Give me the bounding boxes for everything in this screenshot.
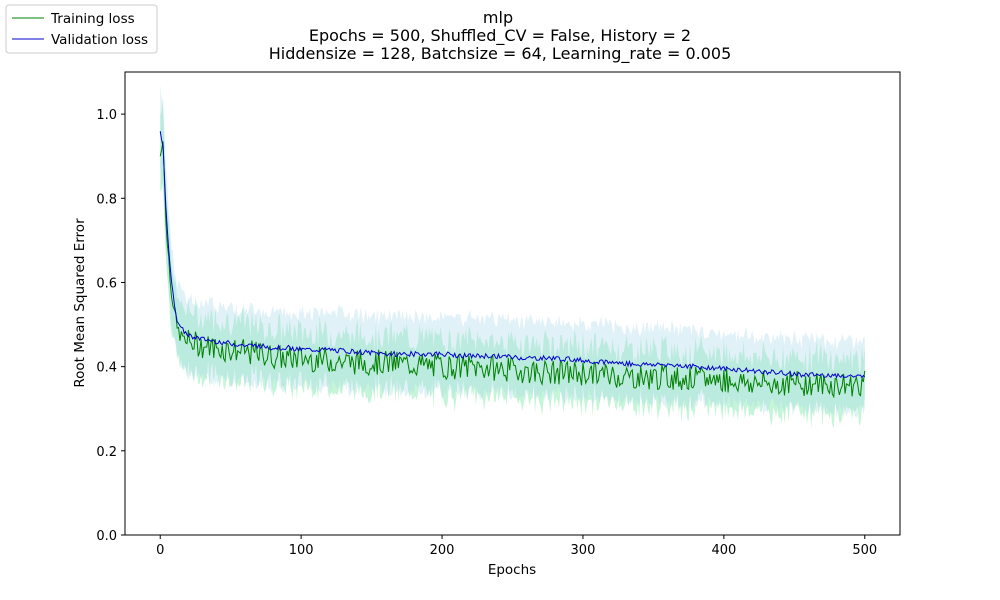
y-tick-label: 1.0 bbox=[96, 108, 117, 123]
x-tick-label: 400 bbox=[711, 543, 736, 558]
x-axis-label: Epochs bbox=[488, 562, 536, 578]
chart-subtitle-line-2: Hiddensize = 128, Batchsize = 64, Learni… bbox=[269, 44, 732, 64]
y-axis-ticks: 0.0 0.2 0.4 0.6 0.8 1.0 bbox=[96, 108, 125, 544]
line-validation-loss bbox=[159, 131, 866, 379]
x-axis-ticks: 0 100 200 300 400 500 bbox=[156, 535, 877, 558]
x-tick-label: 300 bbox=[571, 543, 596, 558]
y-tick-label: 0.2 bbox=[96, 445, 117, 460]
chart-subtitle-line-1: Epochs = 500, Shuffled_CV = False, Histo… bbox=[309, 26, 691, 46]
legend-label-validation: Validation loss bbox=[51, 32, 148, 48]
y-axis-label: Root Mean Squared Error bbox=[72, 218, 88, 388]
y-tick-label: 0.6 bbox=[96, 276, 117, 291]
y-tick-label: 0.8 bbox=[96, 192, 117, 207]
x-tick-label: 200 bbox=[430, 543, 455, 558]
legend-box bbox=[5, 4, 158, 54]
x-tick-label: 100 bbox=[289, 543, 314, 558]
x-tick-label: 0 bbox=[156, 543, 164, 558]
band-validation bbox=[160, 84, 865, 418]
y-tick-label: 0.4 bbox=[96, 361, 117, 376]
legend: Training loss Validation loss bbox=[5, 4, 158, 54]
band-training bbox=[160, 96, 865, 429]
y-tick-label: 0.0 bbox=[96, 529, 117, 544]
legend-label-training: Training loss bbox=[50, 11, 135, 27]
series-lines bbox=[159, 131, 866, 399]
confidence-bands bbox=[160, 84, 865, 429]
chart-title: mlp bbox=[483, 8, 513, 27]
plot-area-frame bbox=[124, 71, 901, 536]
x-tick-label: 500 bbox=[852, 543, 877, 558]
